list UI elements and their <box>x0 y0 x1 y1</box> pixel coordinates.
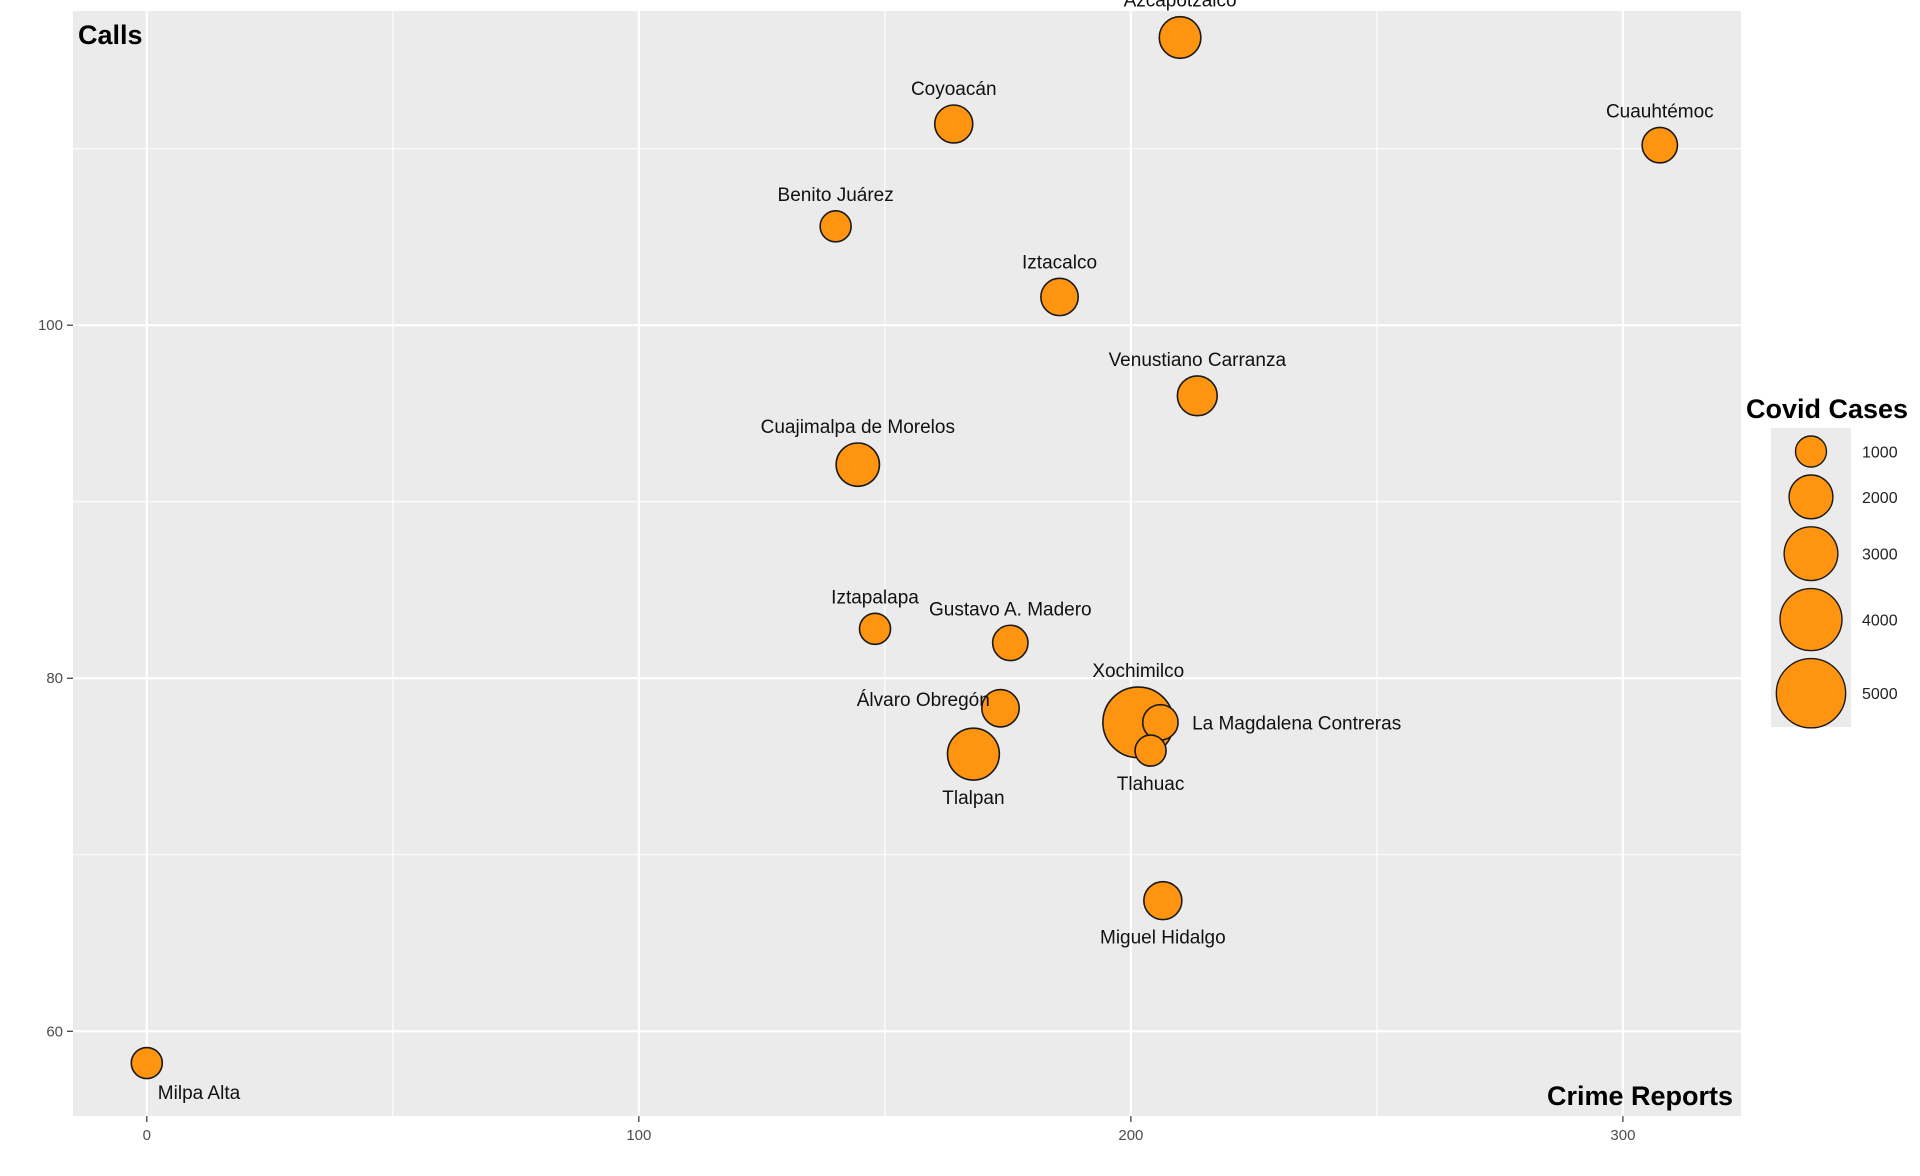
point-label: Azcapotzalco <box>1124 0 1237 12</box>
legend-key-label: 1000 <box>1862 445 1898 462</box>
axis-ticks: 0 100 200 300 60 80 100 <box>38 317 1635 1144</box>
point-label: Benito Juárez <box>778 185 894 206</box>
legend-key-label: 2000 <box>1862 490 1898 507</box>
point-label: Tlahuac <box>1117 774 1185 795</box>
point-label: Cuauhtémoc <box>1606 101 1714 122</box>
data-point <box>991 624 1029 662</box>
x-tick-label: 100 <box>626 1127 651 1144</box>
grid-lines <box>73 11 1741 1116</box>
x-axis-title: Crime Reports <box>1547 1081 1733 1111</box>
size-legend: Covid Cases 1000 2000 3000 4000 5000 <box>1746 394 1908 729</box>
legend-key-label: 3000 <box>1862 547 1898 564</box>
data-point <box>981 688 1020 728</box>
point-label: Iztapalapa <box>831 587 919 608</box>
legend-key-circle <box>1794 435 1828 468</box>
y-axis-title: Calls <box>78 20 143 50</box>
legend-key-label: 4000 <box>1862 613 1898 630</box>
point-label: Cuajimalpa de Morelos <box>761 417 955 438</box>
point-label: Álvaro Obregón <box>857 690 990 711</box>
point-label: Miguel Hidalgo <box>1100 928 1226 949</box>
x-tick-label: 0 <box>143 1127 151 1144</box>
point-label: Milpa Alta <box>158 1083 241 1104</box>
point-label: Xochimilco <box>1092 661 1184 682</box>
data-point <box>933 104 974 144</box>
data-point <box>946 727 1001 781</box>
point-labels: Azcapotzalco Coyoacán Cuauhtémoc Benito Juá… <box>158 0 1714 1104</box>
point-label: Gustavo A. Madero <box>929 599 1092 620</box>
legend-key-label: 5000 <box>1862 686 1898 703</box>
data-point <box>1040 277 1079 317</box>
x-tick-label: 300 <box>1610 1127 1635 1144</box>
x-tick-label: 200 <box>1118 1127 1143 1144</box>
legend-title: Covid Cases <box>1746 394 1908 424</box>
data-point <box>130 1046 164 1080</box>
legend-key-circle <box>1783 526 1839 582</box>
y-tick-label: 80 <box>46 670 63 687</box>
point-label: La Magdalena Contreras <box>1192 713 1401 734</box>
legend-key-circle <box>1779 587 1843 652</box>
data-point <box>1641 126 1679 164</box>
y-tick-label: 60 <box>46 1023 63 1040</box>
point-label: Iztacalco <box>1022 252 1097 273</box>
data-point <box>858 612 892 646</box>
data-point <box>1143 880 1183 921</box>
data-point <box>1176 375 1219 417</box>
data-point <box>819 210 852 243</box>
legend-key-circle <box>1788 474 1834 520</box>
point-label: Tlalpan <box>942 788 1004 809</box>
point-label: Venustiano Carranza <box>1109 350 1287 371</box>
data-point <box>835 442 881 488</box>
point-label: Coyoacán <box>911 79 997 100</box>
data-point <box>1134 734 1167 767</box>
legend-key-circle <box>1775 657 1847 729</box>
y-tick-label: 100 <box>38 317 63 334</box>
data-points <box>130 15 1679 1080</box>
data-point <box>1158 15 1202 60</box>
plot-panel <box>73 11 1741 1116</box>
